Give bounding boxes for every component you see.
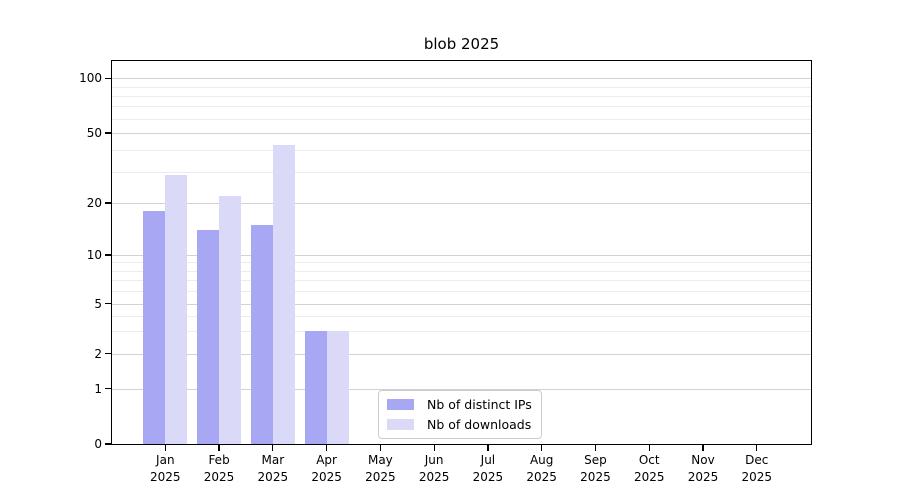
minor-gridline xyxy=(112,331,811,333)
x-tick-label: Aug 2025 xyxy=(526,453,557,484)
bar-distinct-ips xyxy=(304,331,327,444)
legend-label-distinct-ips: Nb of distinct IPs xyxy=(427,397,532,412)
bar-downloads xyxy=(326,331,349,444)
legend-entry-downloads: Nb of downloads xyxy=(387,416,532,433)
major-gridline xyxy=(112,203,811,204)
legend-entry-distinct-ips: Nb of distinct IPs xyxy=(387,396,532,413)
y-tick-mark xyxy=(105,202,112,204)
bar-distinct-ips xyxy=(197,229,220,444)
minor-gridline xyxy=(112,290,811,292)
minor-gridline xyxy=(112,270,811,272)
bar-downloads xyxy=(272,144,295,444)
minor-gridline xyxy=(112,106,811,108)
y-tick-mark xyxy=(105,443,112,445)
y-tick-label: 20 xyxy=(86,196,102,210)
plot-area xyxy=(111,60,812,445)
minor-gridline xyxy=(112,95,811,97)
legend-label-downloads: Nb of downloads xyxy=(427,417,532,432)
major-gridline xyxy=(112,388,811,390)
y-tick-label: 100 xyxy=(79,71,102,86)
y-tick-label: 2 xyxy=(94,346,102,361)
major-gridline xyxy=(112,303,811,305)
x-tick-label: Jun 2025 xyxy=(418,453,450,484)
x-tick-mark xyxy=(164,445,166,451)
x-tick-label: Dec 2025 xyxy=(741,453,773,484)
x-tick-mark xyxy=(702,445,704,451)
y-tick-mark xyxy=(105,254,112,256)
x-tick-label: May 2025 xyxy=(365,453,396,484)
y-tick-label: 0 xyxy=(94,437,102,451)
y-tick-label: 5 xyxy=(94,296,102,311)
x-tick-mark xyxy=(648,445,650,451)
legend-swatch-distinct-ips xyxy=(387,399,414,410)
x-tick-mark xyxy=(433,445,435,451)
legend-swatch-downloads xyxy=(387,419,414,430)
y-tick-label: 1 xyxy=(94,381,102,396)
major-gridline xyxy=(112,133,811,134)
major-gridline xyxy=(112,78,811,80)
x-tick-mark xyxy=(379,445,382,451)
y-tick-mark xyxy=(105,302,112,305)
minor-gridline xyxy=(112,262,811,264)
y-tick-mark xyxy=(105,132,112,134)
bar-downloads xyxy=(165,174,188,444)
y-tick-label: 10 xyxy=(86,248,102,262)
major-gridline xyxy=(112,255,811,256)
x-tick-label: Feb 2025 xyxy=(203,453,235,484)
minor-gridline xyxy=(112,172,811,174)
x-tick-mark xyxy=(594,445,597,451)
minor-gridline xyxy=(112,86,811,88)
x-tick-mark xyxy=(756,445,758,451)
x-tick-mark xyxy=(325,445,328,451)
x-tick-mark xyxy=(218,445,220,451)
x-tick-label: Jan 2025 xyxy=(150,453,181,484)
bar-downloads xyxy=(219,195,242,444)
y-tick-mark xyxy=(105,77,112,79)
y-tick-mark xyxy=(105,387,112,390)
major-gridline xyxy=(112,353,811,355)
bar-distinct-ips xyxy=(250,224,273,444)
x-tick-label: Jul 2025 xyxy=(472,453,504,484)
chart-title: blob 2025 xyxy=(423,35,500,53)
x-tick-mark xyxy=(272,445,274,451)
x-tick-mark xyxy=(541,445,543,451)
minor-gridline xyxy=(112,118,811,120)
x-tick-label: Oct 2025 xyxy=(633,453,665,484)
y-tick-mark xyxy=(105,352,112,355)
minor-gridline xyxy=(112,315,811,317)
x-tick-label: Nov 2025 xyxy=(687,453,719,484)
x-tick-mark xyxy=(487,445,489,451)
legend: Nb of distinct IPs Nb of downloads xyxy=(378,390,542,439)
x-tick-label: Apr 2025 xyxy=(311,453,342,484)
y-tick-label: 50 xyxy=(86,126,102,140)
minor-gridline xyxy=(112,150,811,152)
minor-gridline xyxy=(112,279,811,281)
x-tick-label: Sep 2025 xyxy=(580,453,611,484)
bar-distinct-ips xyxy=(143,210,166,444)
x-tick-label: Mar 2025 xyxy=(257,453,289,484)
